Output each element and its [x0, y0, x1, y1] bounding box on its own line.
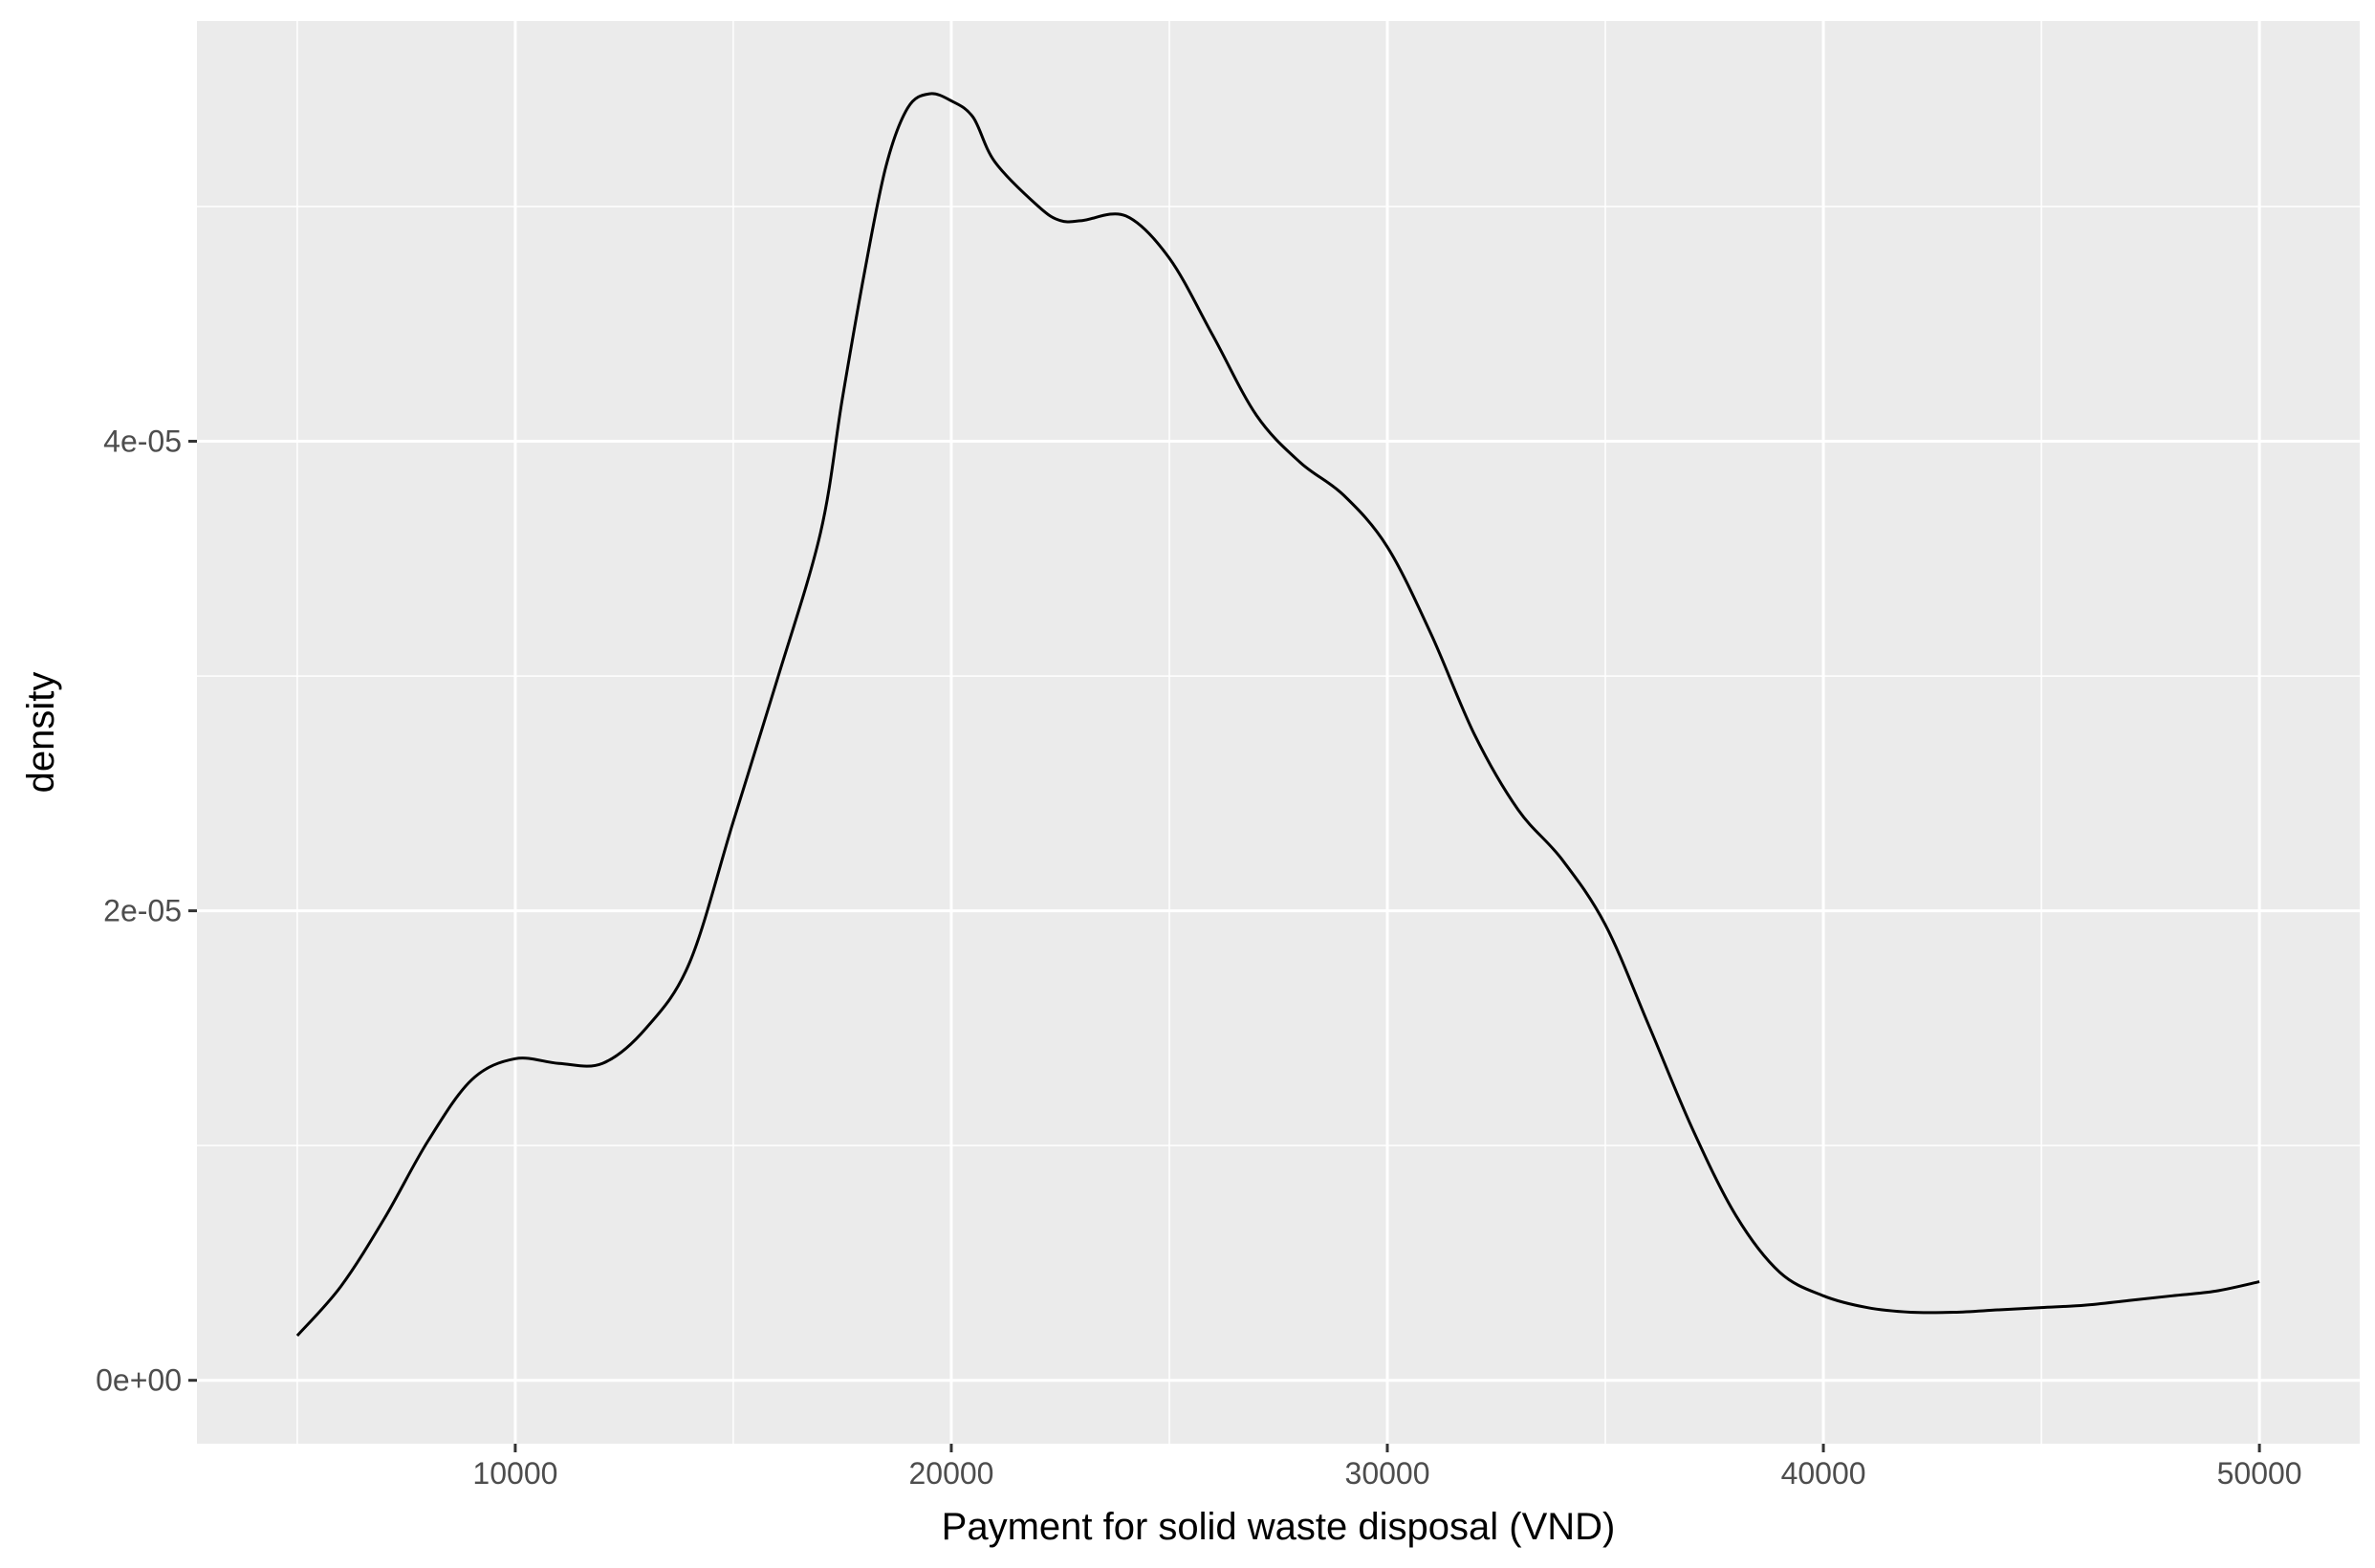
y-tick-label: 2e-05: [103, 894, 182, 928]
x-tick-label: 20000: [908, 1456, 993, 1491]
y-axis-title: density: [20, 672, 62, 794]
x-tick-label: 10000: [472, 1456, 557, 1491]
x-tick-label: 50000: [2217, 1456, 2302, 1491]
x-tick-label: 30000: [1345, 1456, 1430, 1491]
x-axis: 10000 20000 30000 40000 50000: [472, 1444, 2302, 1491]
y-tick-label: 0e+00: [96, 1363, 182, 1398]
density-curve: [295, 92, 2260, 1338]
y-tick-label: 4e-05: [103, 425, 182, 459]
y-axis: 0e+00 2e-05 4e-05: [96, 425, 197, 1398]
plot-panel: [197, 21, 2360, 1444]
major-gridlines: [197, 21, 2360, 1444]
x-tick-label: 40000: [1781, 1456, 1866, 1491]
x-axis-title: Payment for solid waste disposal (VND): [942, 1506, 1616, 1548]
